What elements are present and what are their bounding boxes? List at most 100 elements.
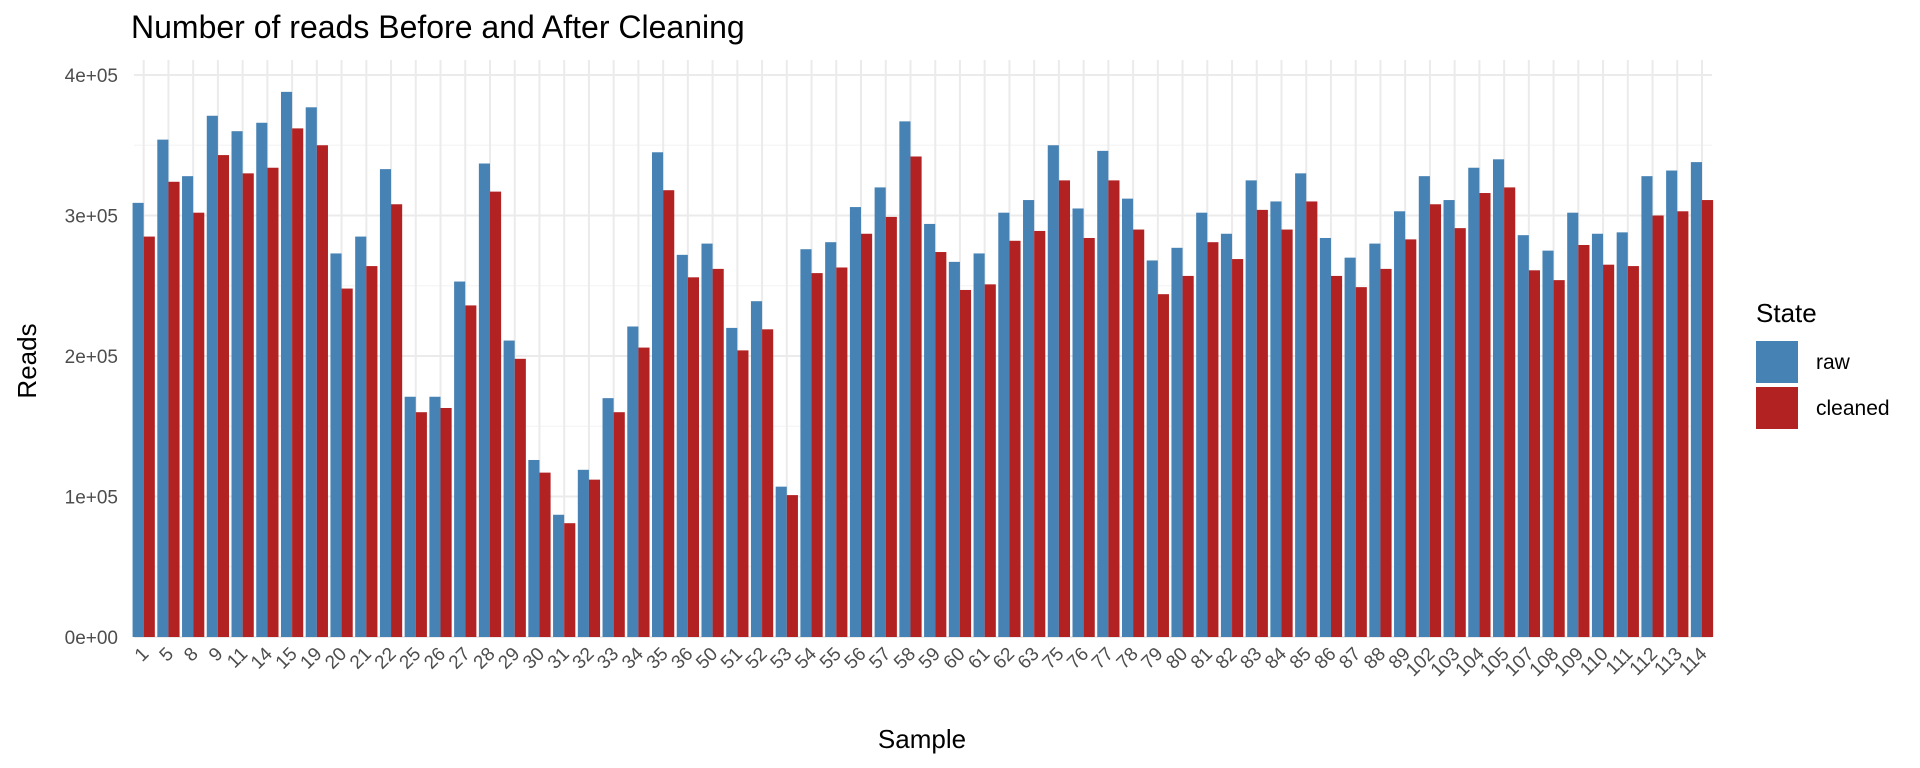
bar-cleaned [1405,239,1417,637]
bar-cleaned [737,350,749,637]
bar-raw [1567,212,1579,637]
bar-raw [256,122,268,637]
bar-raw [1146,260,1158,637]
bar-cleaned [762,329,774,637]
bar-raw [503,340,515,637]
bar-raw [701,243,713,637]
bar-raw [1196,212,1208,637]
bar-raw [206,115,218,637]
bar-raw [948,261,960,637]
bar-cleaned [1306,201,1318,637]
bar-cleaned [1133,229,1145,638]
bar-cleaned [1009,240,1021,638]
x-tick-label: 5 [156,644,178,666]
bar-raw [1616,232,1628,638]
bar-raw [1394,211,1406,638]
bar-raw [775,486,787,637]
legend-title: State [1756,298,1817,328]
bar-raw [330,253,342,637]
bar-raw [602,398,614,637]
y-tick-label: 0e+00 [65,628,118,649]
bar-cleaned [959,289,972,637]
bar-cleaned [1083,237,1095,638]
bar-cleaned [440,407,452,637]
bar-raw [1344,257,1356,637]
bar-cleaned [1380,268,1392,637]
bar-cleaned [539,472,551,637]
bar-raw [1666,170,1678,638]
bar-cleaned [613,412,625,637]
bar-raw [627,326,639,637]
bar-raw [1097,150,1109,637]
bar-cleaned [1281,229,1293,638]
bar-cleaned [1652,215,1664,637]
bar-raw [478,163,490,637]
bar-raw [182,176,194,637]
bar-raw [1418,176,1430,637]
bar-raw [998,212,1010,637]
x-axis-title: Sample [878,724,966,754]
bar-cleaned [861,233,873,637]
bar-cleaned [292,128,304,637]
bar-raw [280,91,293,638]
bar-raw [1270,201,1282,637]
bar-raw [528,459,540,637]
bar-cleaned [1058,180,1071,638]
bar-cleaned [1429,204,1442,637]
bar-raw [1121,198,1134,637]
bar-raw [1047,145,1059,637]
bar-cleaned [1677,211,1689,638]
bar-raw [1690,162,1702,638]
bar-raw [231,131,243,637]
bar-cleaned [1454,228,1466,637]
bar-cleaned [242,173,254,637]
bar-raw [553,514,565,637]
bar-cleaned [465,305,477,637]
bar-cleaned [1355,287,1367,637]
bar-raw [1641,176,1653,637]
bar-cleaned [267,167,279,638]
bars [132,91,1714,638]
bar-cleaned [366,266,378,637]
bar-raw [973,253,985,637]
bar-cleaned [1479,193,1491,637]
bar-raw [1072,208,1084,638]
bar-raw [429,396,441,637]
bar-cleaned [885,216,897,637]
bar-raw [577,469,589,637]
y-tick-label: 1e+05 [65,488,118,509]
bar-raw [874,187,886,637]
bar-raw [1245,180,1257,638]
bar-raw [1220,233,1233,637]
chart-title: Number of reads Before and After Cleanin… [131,9,745,45]
bar-raw [355,236,367,637]
bar-cleaned [1157,294,1169,637]
bar-raw [454,281,466,637]
bar-raw [676,254,688,637]
bar-raw [404,396,416,637]
bar-cleaned [1034,230,1046,637]
bar-cleaned [588,479,601,637]
bar-raw [1517,235,1529,638]
bar-raw [849,207,862,637]
x-tick-label: 114 [1675,643,1712,680]
bar-cleaned [984,284,996,637]
bar-raw [825,242,837,637]
bar-cleaned [1207,242,1219,637]
bar-cleaned [564,523,576,637]
bar-cleaned [687,277,699,637]
bar-cleaned [391,204,403,637]
bar-cleaned [1528,270,1540,637]
y-tick-label: 2e+05 [65,347,118,368]
bar-raw [379,169,392,637]
x-tick-label: 1 [131,644,153,666]
bar-raw [1468,167,1480,638]
bar-cleaned [663,190,675,637]
bar-cleaned [811,273,823,637]
bar-cleaned [1504,187,1516,637]
bar-raw [132,202,144,638]
bar-raw [1369,243,1381,637]
bar-raw [726,327,738,637]
legend-label-cleaned: cleaned [1816,397,1890,420]
